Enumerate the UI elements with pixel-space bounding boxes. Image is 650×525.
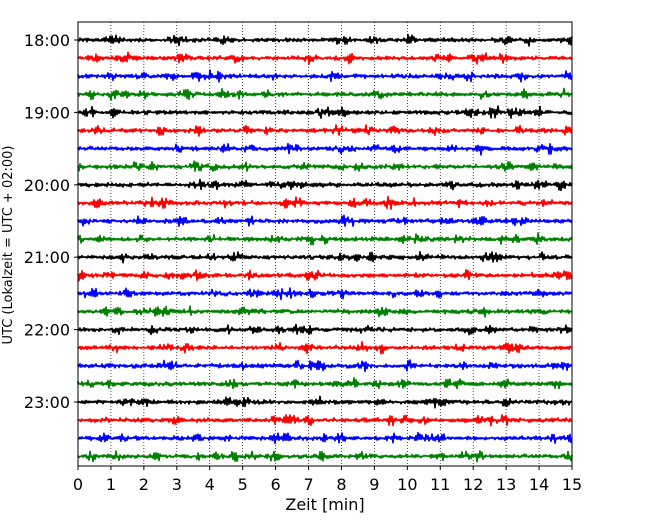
seismic-trace (77, 69, 573, 83)
seismic-trace (77, 341, 573, 355)
x-tick-label: 7 (303, 475, 313, 494)
y-tick-label: 20:00 (24, 176, 70, 195)
x-tick-label: 0 (73, 475, 83, 494)
plot-frame (77, 21, 573, 467)
x-tick-label: 4 (205, 475, 215, 494)
seismic-trace (77, 395, 573, 409)
x-tick-label: 2 (139, 475, 149, 494)
seismic-trace (77, 414, 573, 427)
seismic-trace (77, 87, 573, 101)
x-tick-label: 6 (271, 475, 281, 494)
x-tick-label: 9 (369, 475, 379, 494)
x-tick-label: 11 (430, 475, 450, 494)
x-tick-label: 8 (336, 475, 346, 494)
seismic-trace (77, 251, 573, 264)
seismic-trace (77, 178, 573, 192)
seismic-trace (77, 269, 573, 282)
x-tick-label: 15 (562, 475, 582, 494)
seismic-trace (77, 124, 573, 137)
seismic-trace (77, 359, 573, 373)
x-axis: 0 1 2 3 4 5 6 7 8 9 10 11 12 13 14 15 (73, 466, 582, 494)
x-tick-label: 10 (397, 475, 417, 494)
seismic-trace (77, 51, 573, 65)
x-tick-label: 1 (106, 475, 116, 494)
seismic-trace (77, 33, 573, 47)
seismic-trace (77, 431, 573, 445)
x-tick-label: 13 (496, 475, 516, 494)
seismic-trace (77, 287, 573, 301)
seismic-trace (77, 450, 573, 463)
y-axis: 18:00 19:00 20:00 21:00 22:00 23:00 (24, 31, 78, 412)
seismic-trace (77, 195, 573, 210)
y-tick-label: 21:00 (24, 248, 70, 267)
y-tick-label: 19:00 (24, 103, 70, 122)
seismic-trace (77, 142, 573, 156)
x-tick-label: 5 (238, 475, 248, 494)
x-axis-label: Zeit [min] (285, 495, 364, 514)
seismic-trace (77, 105, 573, 119)
vertical-grid (110, 22, 540, 466)
y-axis-label: UTC (Lokalzeit = UTC + 02:00) (1, 146, 16, 345)
x-tick-label: 14 (529, 475, 549, 494)
seismic-trace (77, 232, 573, 246)
seismic-trace (77, 305, 573, 318)
seismic-trace (77, 323, 573, 336)
x-tick-label: 12 (463, 475, 483, 494)
y-tick-label: 23:00 (24, 393, 70, 412)
seismic-trace (77, 214, 573, 227)
seismic-traces (77, 33, 573, 463)
y-tick-label: 18:00 (24, 31, 70, 50)
y-tick-label: 22:00 (24, 321, 70, 340)
x-tick-label: 3 (172, 475, 182, 494)
seismic-trace (77, 160, 573, 172)
seismic-trace (77, 377, 573, 390)
